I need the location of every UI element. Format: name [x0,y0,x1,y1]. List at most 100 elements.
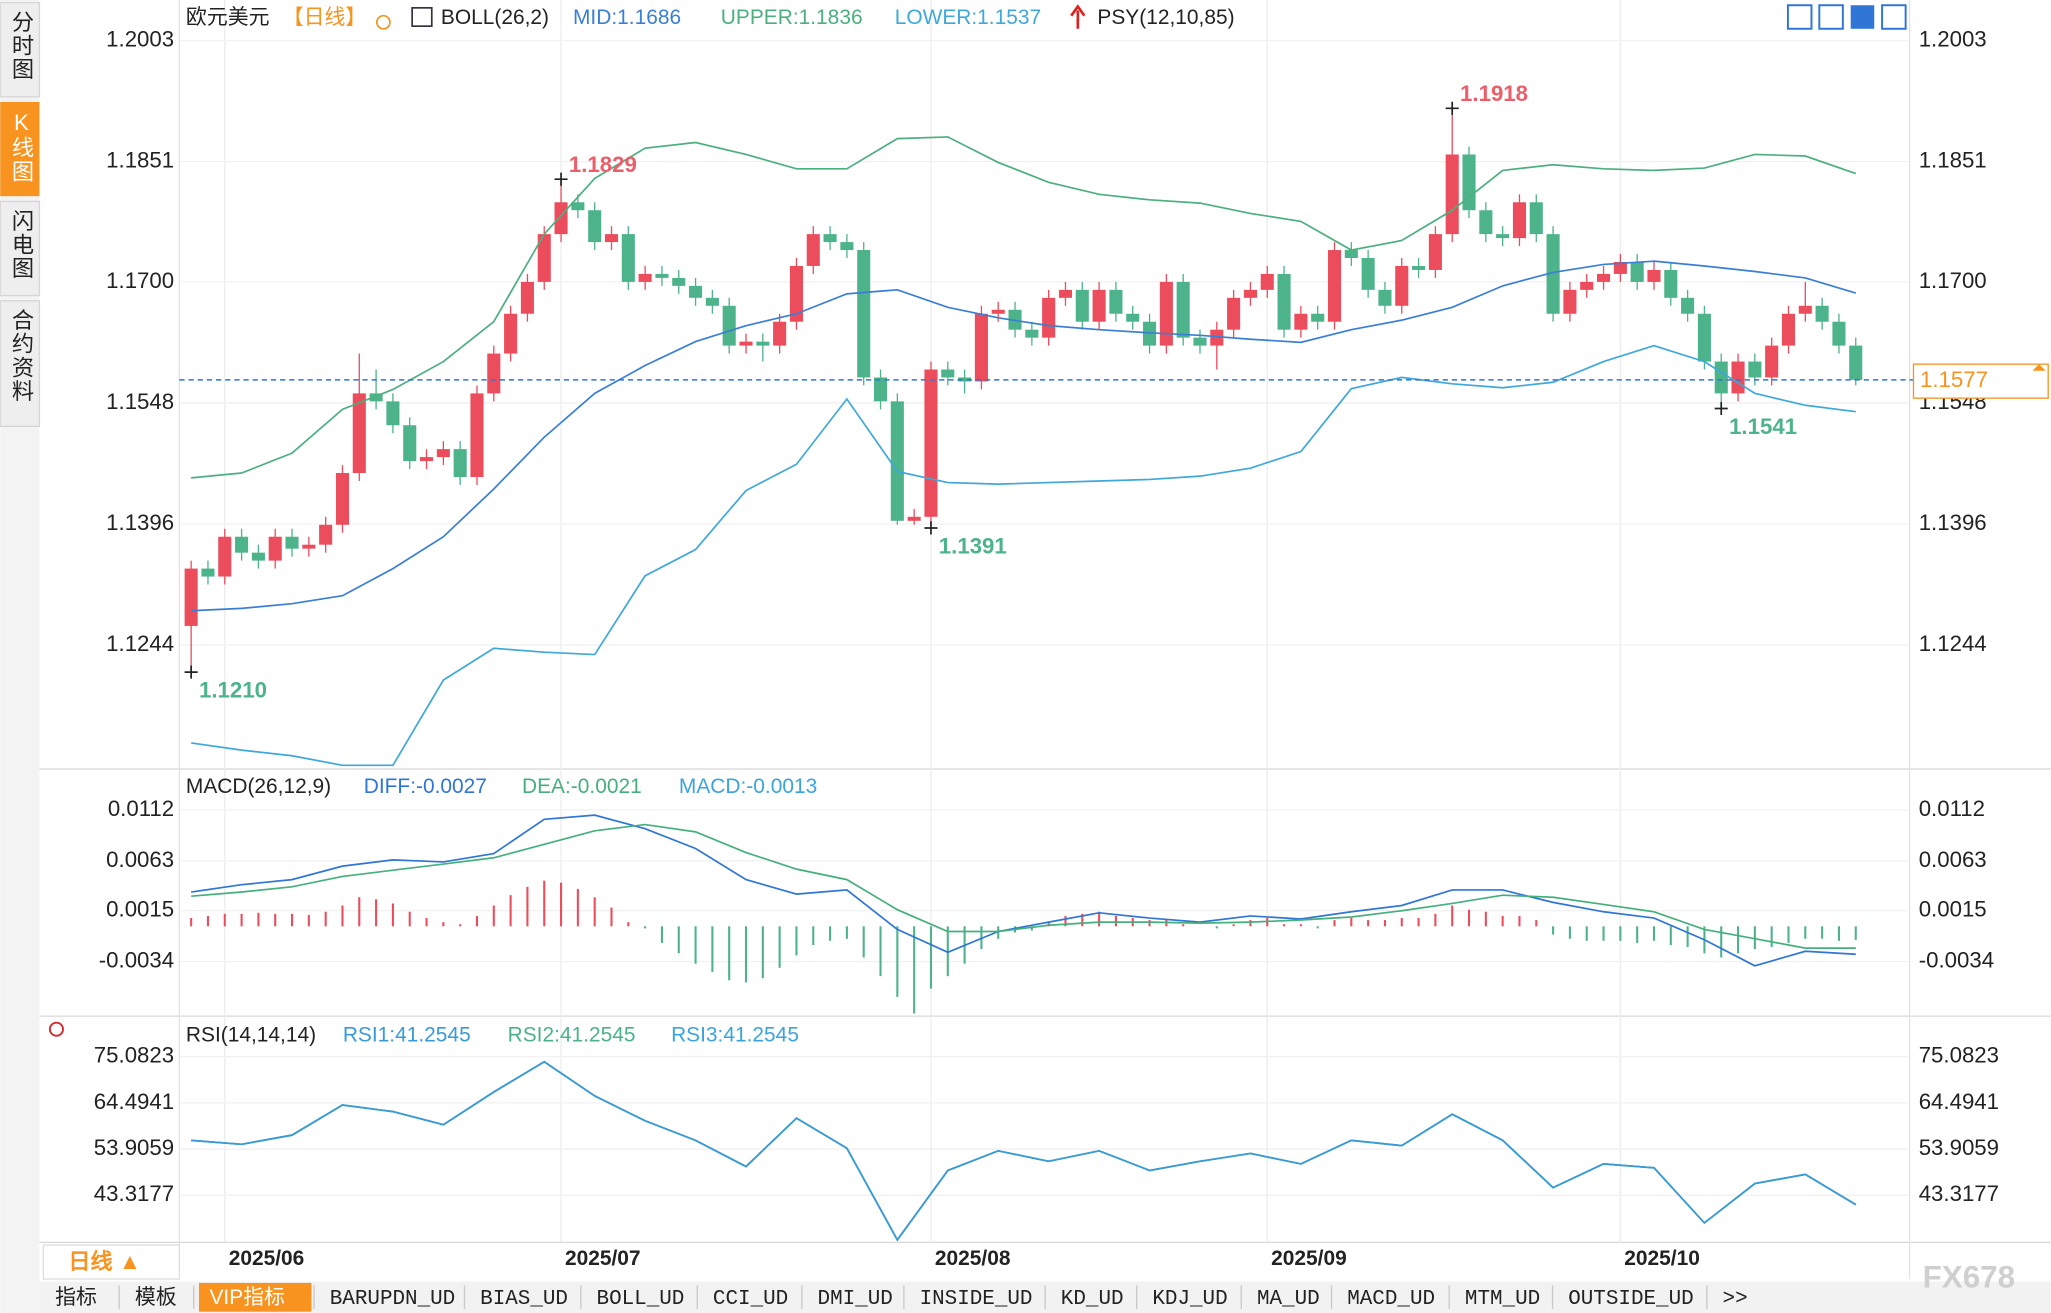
tab-bg-active [198,1282,312,1312]
candle-body [436,449,450,458]
sidebar-tab[interactable]: 合约资料 [9,308,34,403]
candle-body [352,393,366,474]
bottom-tab[interactable]: >> [1723,1288,1748,1311]
annotation-marker [184,665,198,679]
x-tick-label: 2025/08 [935,1247,1011,1270]
candle-body [184,568,198,626]
period-label: 【日线】 [283,6,367,29]
candle-body [991,309,1005,314]
last-price-arrow [2032,364,2046,371]
candle-body [1277,273,1291,330]
candle-body [621,234,635,282]
y-tick-label: 1.1700 [106,268,174,293]
chart-title: MACD(26,12,9) [186,775,331,798]
sidebar-tab-bg[interactable] [0,300,41,427]
tool-icon[interactable] [1881,4,1907,30]
bottom-tab[interactable]: DMI_UD [818,1288,893,1311]
candle-body [705,297,719,306]
annotation-marker [924,521,938,535]
sidebar-tab[interactable]: 分时图 [9,10,34,81]
candle-body [1529,202,1543,235]
sidebar [0,0,40,1313]
candle-body [739,341,753,346]
bottom-tab[interactable]: MA_UD [1257,1288,1320,1311]
y-tick-label-right: 1.1700 [1919,268,1987,293]
settings-icon[interactable] [375,14,391,30]
candle-body [1647,269,1661,282]
candle-body [1176,281,1190,338]
tool-icon[interactable] [1818,4,1844,30]
sidebar-tab[interactable]: K线图 [9,110,34,183]
candle-body [958,377,972,382]
candle-body [1311,313,1325,322]
legend-entry: DIFF:-0.0027 [364,775,487,798]
bottom-tab[interactable]: INSIDE_UD [920,1288,1033,1311]
tool-icon[interactable] [1850,5,1875,29]
candle-body [1344,250,1358,259]
y-tick-label-right: 0.0063 [1919,847,1987,872]
bottom-tab[interactable]: 指标 [55,1286,97,1309]
period-button-bg[interactable] [42,1244,181,1280]
legend-entry: LOWER:1.1537 [895,6,1041,29]
candle-body [672,277,686,286]
candle-body [1193,337,1207,346]
candle-body [302,544,316,549]
candle-body [1109,289,1123,314]
y-tick-label: 0.0063 [106,847,174,872]
bottom-tab[interactable]: 模板 [135,1286,177,1309]
x-tick-label: 2025/10 [1624,1247,1700,1270]
legend-entry: RSI1:41.2545 [343,1023,471,1046]
candle-body [604,234,619,243]
rsi-icon[interactable] [48,1021,64,1037]
bottom-tab[interactable]: BIAS_UD [480,1288,568,1311]
series-line [191,260,1857,612]
candle-body [1327,250,1342,322]
bottom-tab[interactable]: CCI_UD [713,1288,788,1311]
candle-body [1445,154,1459,235]
candle-body [974,313,988,382]
candle-body [1748,361,1762,378]
chart-title: RSI(14,14,14) [186,1023,316,1046]
y-tick-label: 53.9059 [94,1135,174,1160]
y-tick-label-right: 43.3177 [1919,1181,1999,1206]
bottom-tab[interactable]: MACD_UD [1347,1288,1435,1311]
candle-body [285,536,299,549]
period-button[interactable]: 日线 ▲ [68,1248,141,1274]
candle-body [1479,210,1493,235]
candle-body [924,369,938,517]
sidebar-tab[interactable]: 闪电图 [9,209,34,280]
sidebar-tab-bg[interactable] [0,1,41,98]
legend-entry: MID:1.1686 [573,6,681,29]
sidebar-tab-bg-active[interactable] [0,102,40,197]
bottom-tab[interactable]: MTM_UD [1465,1288,1540,1311]
bottom-tab[interactable]: OUTSIDE_UD [1568,1288,1693,1311]
candle-body [1294,313,1308,330]
candle-body [1126,313,1140,322]
candle-body [1412,265,1426,270]
sidebar-tab-bg[interactable] [0,200,41,297]
candle-body [1159,281,1173,346]
bottom-tab[interactable]: KDJ_UD [1152,1288,1227,1311]
indicator-icon[interactable] [411,6,433,28]
candle-body [235,536,249,553]
candle-body [268,536,282,561]
indicator-label: PSY(12,10,85) [1097,6,1234,29]
candle-body [1428,234,1442,270]
candle-body [1664,269,1678,298]
bottom-tab[interactable]: BARUPDN_UD [330,1288,455,1311]
candle-body [1798,305,1812,314]
tool-icon[interactable] [1786,4,1813,30]
bottom-tab[interactable]: VIP指标 [209,1286,285,1309]
candle-body [335,473,350,525]
candle-body [1580,281,1594,290]
candle-body [941,369,955,378]
y-tick-label-right: 1.1244 [1919,631,1987,656]
candle-body [806,234,820,266]
bottom-tab[interactable]: KD_UD [1061,1288,1124,1311]
bottom-tab[interactable]: BOLL_UD [597,1288,685,1311]
candle-body [873,377,888,402]
annotation-label: 1.1829 [569,152,637,177]
y-tick-label: 0.0112 [108,796,174,821]
candle-body [823,234,837,243]
